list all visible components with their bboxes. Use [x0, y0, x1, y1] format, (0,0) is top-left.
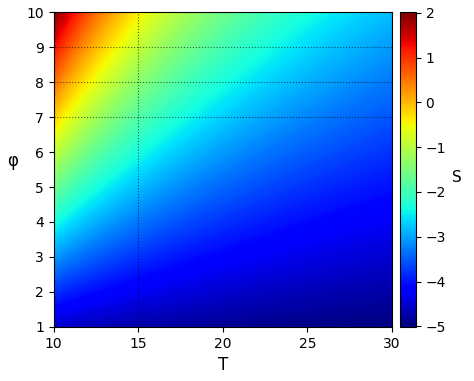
- Y-axis label: φ: φ: [7, 152, 18, 170]
- Y-axis label: S: S: [452, 170, 462, 185]
- X-axis label: T: T: [218, 356, 228, 374]
